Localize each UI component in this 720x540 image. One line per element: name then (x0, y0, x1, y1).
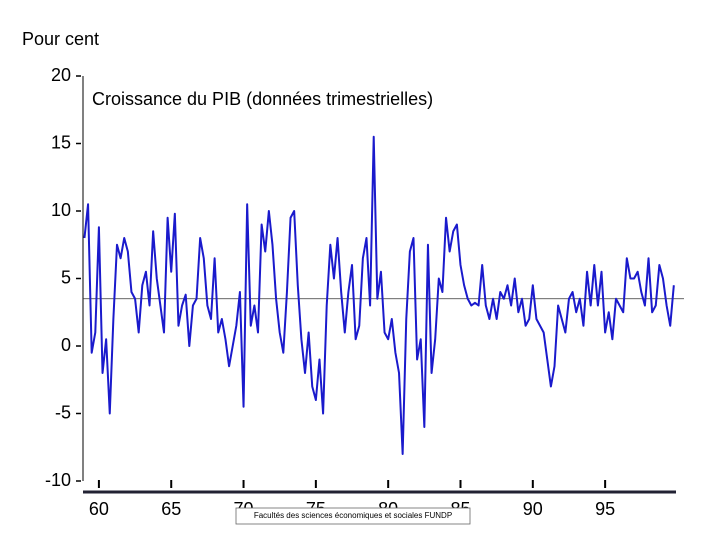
footer: Facultés des sciences économiques et soc… (254, 511, 452, 520)
y-axis-label: Pour cent (22, 29, 99, 49)
chart-title: Croissance du PIB (données trimestrielle… (92, 89, 433, 109)
x-tick-label: 65 (161, 499, 181, 519)
y-tick-label: 10 (51, 200, 71, 220)
x-tick-label: 95 (595, 499, 615, 519)
y-tick-label: 15 (51, 132, 71, 152)
x-tick-label: 60 (89, 499, 109, 519)
y-tick-label: 5 (61, 267, 71, 287)
data-line (83, 135, 675, 455)
footer-box (235, 507, 471, 525)
y-tick-label: 0 (61, 335, 71, 355)
x-tick-label: 90 (523, 499, 543, 519)
y-tick-label: -5 (55, 402, 71, 422)
y-tick-label: -10 (45, 470, 71, 490)
y-tick-label: 20 (51, 65, 71, 85)
